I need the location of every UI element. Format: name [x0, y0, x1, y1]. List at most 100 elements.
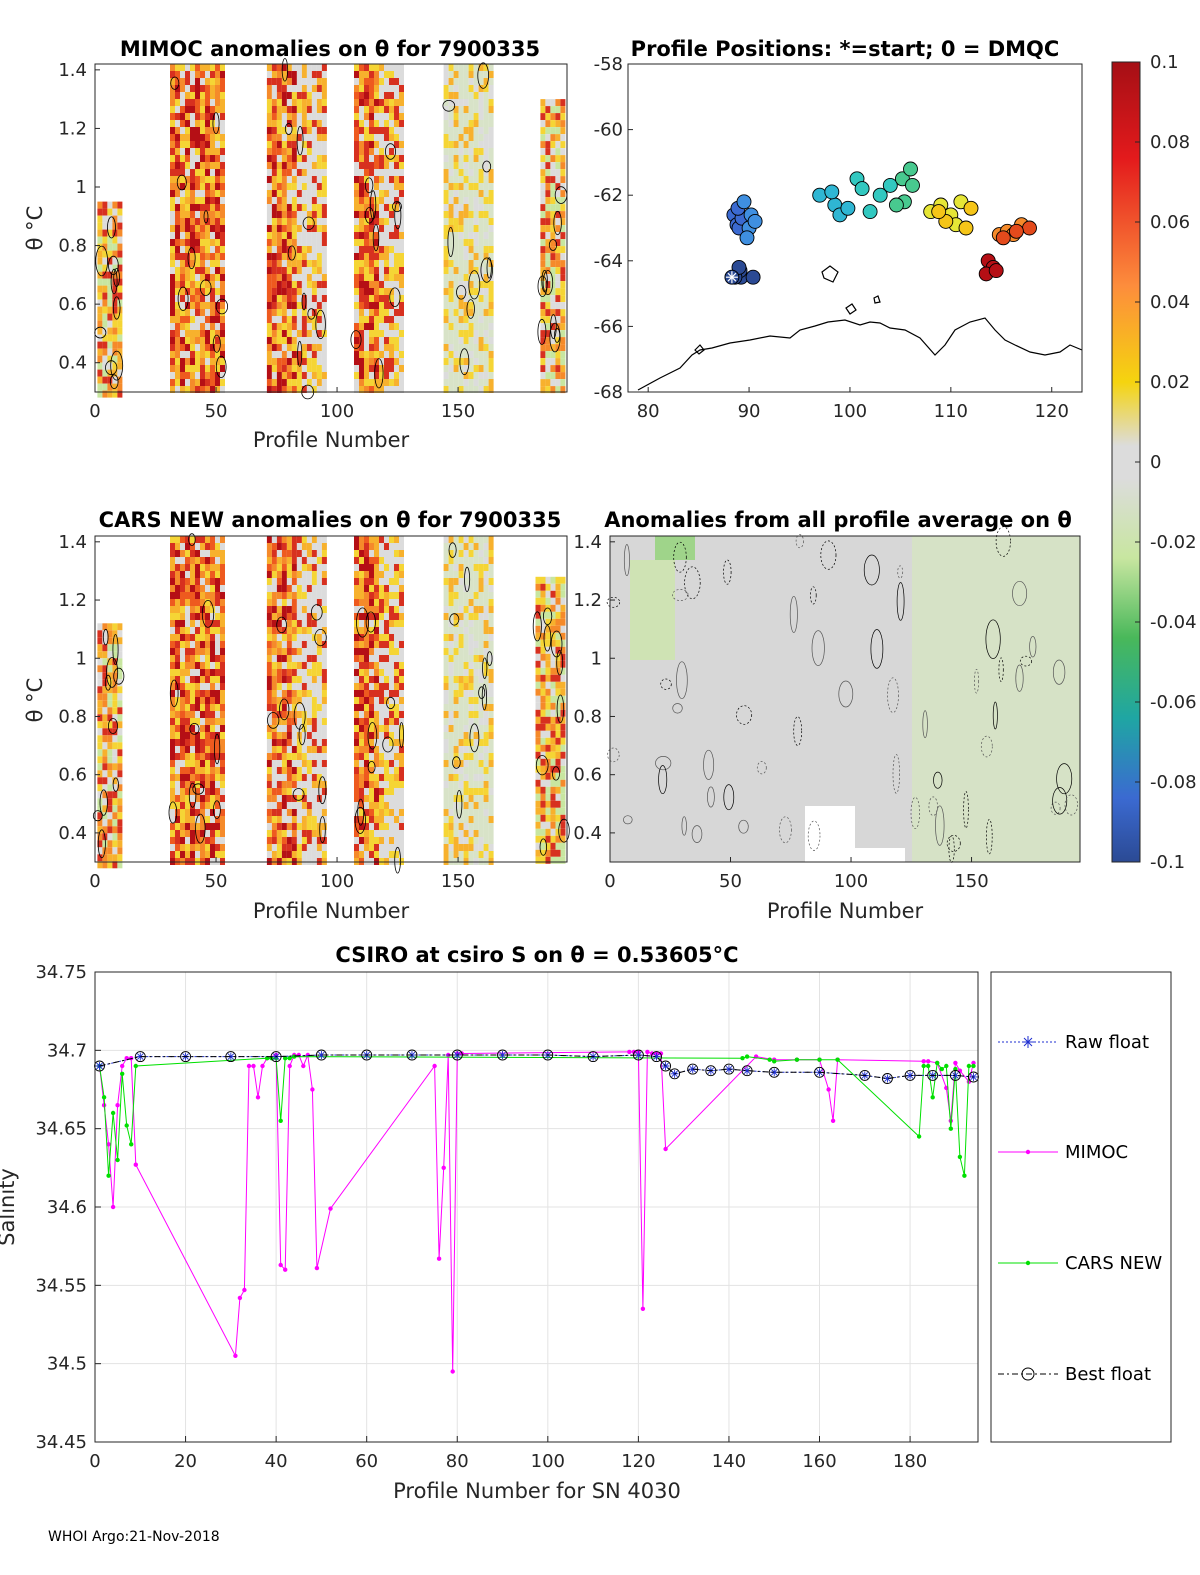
heatmap-cell	[389, 267, 394, 274]
heatmap-cell	[190, 162, 195, 169]
heatmap-cell	[180, 774, 185, 781]
heatmap-cell	[306, 557, 312, 564]
profile-position-marker	[888, 197, 904, 213]
heatmap-cell	[266, 323, 272, 330]
heatmap-cell	[545, 688, 551, 696]
heatmap-cell	[560, 274, 566, 282]
heatmap-cell	[555, 120, 561, 128]
heatmap-cell	[354, 662, 359, 669]
heatmap-cell	[488, 225, 494, 232]
heatmap-cell	[117, 826, 123, 834]
heatmap-cell	[306, 592, 312, 599]
heatmap-cell	[185, 641, 190, 648]
heatmap-cell	[399, 141, 404, 148]
heatmap-cell	[473, 211, 479, 218]
contour-line	[478, 686, 486, 699]
heatmap-cell	[364, 683, 369, 690]
heatmap-cell	[545, 751, 551, 759]
heatmap-cell	[200, 697, 205, 704]
heatmap-cell	[483, 655, 489, 662]
heatmap-cell	[170, 190, 175, 197]
heatmap-cell	[276, 120, 282, 127]
heatmap-cell	[540, 295, 546, 303]
heatmap-cell	[271, 169, 277, 176]
heatmap-cell	[175, 844, 180, 851]
heatmap-cell	[473, 557, 479, 564]
heatmap-cell	[306, 78, 312, 85]
heatmap-cell	[170, 592, 175, 599]
contour-line	[364, 177, 374, 194]
heatmap-cell	[374, 823, 379, 830]
heatmap-cell	[478, 64, 484, 71]
heatmap-cell	[394, 99, 399, 106]
heatmap-cell	[321, 599, 327, 606]
heatmap-cell	[281, 148, 287, 155]
heatmap-cell	[301, 232, 307, 239]
heatmap-cell	[220, 536, 225, 543]
heatmap-cell	[97, 264, 103, 272]
heatmap-cell	[458, 613, 464, 620]
heatmap-cell	[271, 690, 277, 697]
heatmap-cell	[112, 791, 118, 799]
heatmap-cell	[210, 225, 215, 232]
heatmap-cell	[215, 648, 220, 655]
heatmap-cell	[321, 578, 327, 585]
heatmap-cell	[354, 351, 359, 358]
heatmap-cell	[291, 732, 297, 739]
heatmap-cell	[170, 536, 175, 543]
heatmap-cell	[473, 760, 479, 767]
heatmap-cell	[453, 578, 459, 585]
contour-line	[452, 756, 461, 769]
heatmap-cell	[389, 676, 394, 683]
contour-line	[466, 299, 475, 319]
heatmap-cell	[354, 344, 359, 351]
heatmap-cell	[321, 162, 327, 169]
heatmap-cell	[394, 372, 399, 379]
heatmap-cell	[170, 830, 175, 837]
heatmap-cell	[205, 711, 210, 718]
profile-position-marker	[931, 204, 947, 220]
heatmap-cell	[180, 571, 185, 578]
heatmap-cell	[488, 774, 494, 781]
heatmap-cell	[458, 155, 464, 162]
heatmap-cell	[359, 120, 364, 127]
heatmap-cell	[200, 232, 205, 239]
heatmap-cell	[311, 557, 317, 564]
heatmap-cell	[389, 592, 394, 599]
heatmap-cell	[359, 844, 364, 851]
heatmap-cell	[281, 260, 287, 267]
heatmap-cell	[555, 190, 561, 198]
heatmap-cell	[112, 763, 118, 771]
heatmap-cell	[535, 723, 541, 731]
heatmap-cell	[220, 246, 225, 253]
heatmap-cell	[359, 760, 364, 767]
heatmap-cell	[220, 648, 225, 655]
heatmap-cell	[215, 239, 220, 246]
heatmap-cell	[195, 183, 200, 190]
heatmap-cell	[364, 781, 369, 788]
heatmap-cell	[311, 809, 317, 816]
heatmap-cell	[117, 756, 123, 764]
heatmap-cell	[359, 386, 364, 393]
heatmap-cell	[215, 599, 220, 606]
heatmap-cell	[220, 760, 225, 767]
heatmap-cell	[550, 597, 556, 605]
heatmap-cell	[117, 847, 123, 855]
heatmap-cell	[321, 197, 327, 204]
heatmap-cell	[394, 543, 399, 550]
heatmap-cell	[296, 760, 302, 767]
heatmap-cell	[102, 728, 108, 736]
heatmap-cell	[210, 613, 215, 620]
heatmap-cell	[453, 809, 459, 816]
heatmap-cell	[399, 697, 404, 704]
heatmap-cell	[291, 613, 297, 620]
heatmap-cell	[195, 141, 200, 148]
heatmap-cell	[97, 735, 103, 743]
heatmap-cell	[321, 564, 327, 571]
heatmap-cell	[379, 253, 384, 260]
heatmap-cell	[473, 578, 479, 585]
heatmap-cell	[364, 330, 369, 337]
heatmap-cell	[379, 120, 384, 127]
heatmap-cell	[286, 64, 292, 71]
heatmap-cell	[107, 854, 113, 862]
